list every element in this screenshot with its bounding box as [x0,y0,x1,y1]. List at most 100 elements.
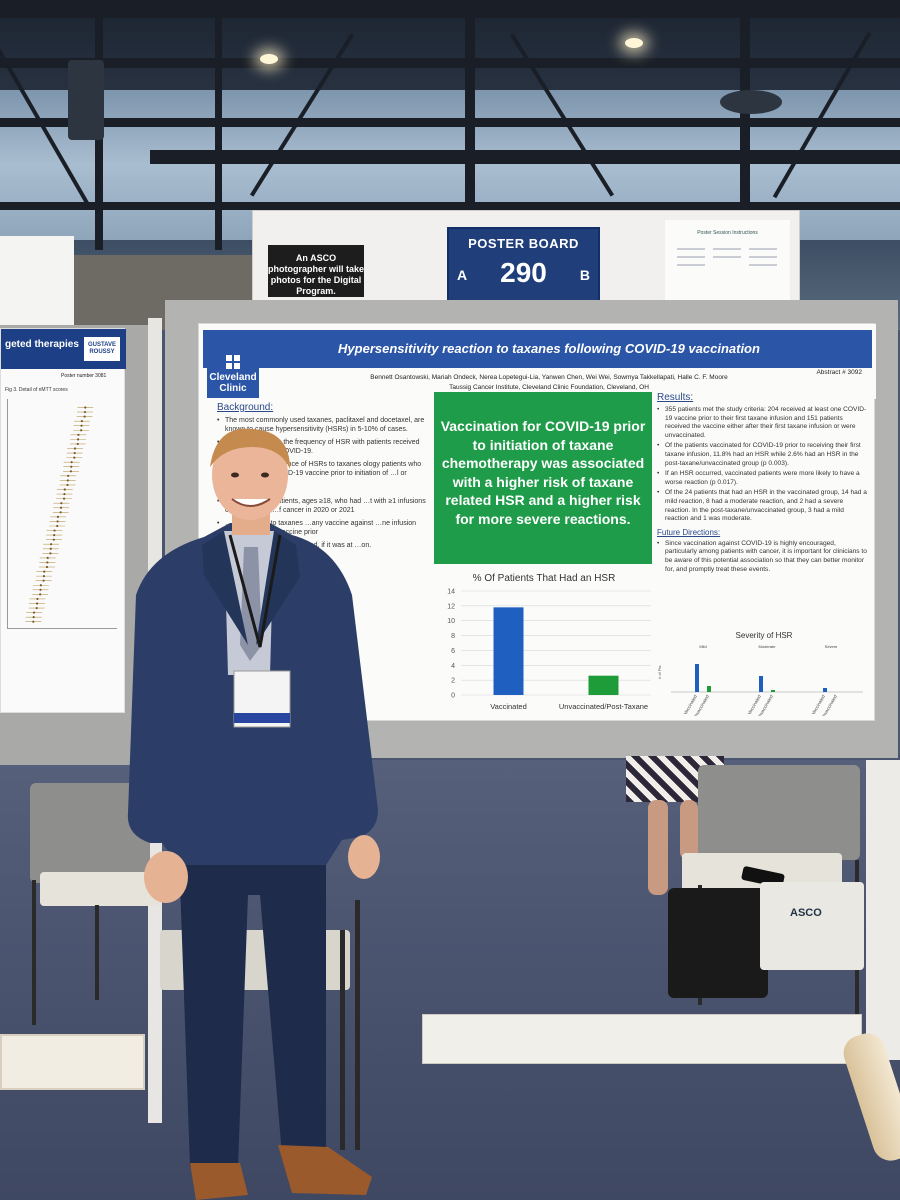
hvac-vent [720,90,782,114]
forest-plot-point [69,470,73,473]
results-heading: Results: [657,392,694,403]
text-line [677,256,705,258]
forest-plot-point [39,593,42,596]
left-header-sign [0,236,74,326]
eye [231,472,239,478]
forest-plot-point [53,534,56,537]
bar-vaccinated [493,607,524,695]
hand [348,835,380,879]
eye [261,472,269,478]
chart-title: % Of Patients That Had an HSR [473,573,616,584]
left-poster: geted therapies GUSTAVE ROUSSY Poster nu… [0,328,126,713]
forest-plot-point [45,565,49,569]
y-tick-label: 6 [451,648,455,655]
forest-plot-point [73,451,76,455]
chair-leg [32,880,36,1025]
shoe [190,1163,248,1200]
ceiling-beam [0,118,900,127]
forest-plot-point [53,529,56,532]
severity-chart-title: Severity of HSR [736,631,793,640]
results-item: Of the 24 patients that had an HSR in th… [657,489,869,523]
forest-plot-point [36,597,39,601]
results-item: 355 patients met the study criteria: 204… [657,406,869,440]
forest-plot-point [42,575,46,578]
forest-plot-point [80,424,83,427]
session-instructions-sheet: Poster Session Instructions [665,220,790,310]
forest-plot-point [49,547,52,550]
key-finding-box: Vaccination for COVID-19 prior to initia… [434,392,652,564]
x-category-label: Vaccinated [490,702,527,711]
instructions-title: Poster Session Instructions [697,230,758,236]
future-directions-item: Since vaccination against COVID-19 is hi… [657,540,869,574]
chair-seat [40,872,160,906]
forest-plot-point [59,506,63,509]
chair-leg [95,905,99,1000]
presenter [127,428,380,1200]
severity-chart-ylabel: # of Pts [657,665,662,679]
forest-plot-point [42,579,45,582]
chair-back [698,765,860,860]
text-line [713,248,741,250]
hsr-percentage-chart: % Of Patients That Had an HSR 0 2 4 6 8 10 12 1… [447,573,651,711]
y-tick-label: 0 [451,693,455,700]
ceiling-beam [0,202,900,210]
badge-stripe [234,713,290,723]
convention-hall-ceiling [0,0,900,330]
forest-plot-point [59,511,62,514]
face [212,430,288,520]
forest-plot-point [39,584,42,587]
lapel [202,531,248,645]
side-a-label: A [457,267,468,283]
text-line [677,264,705,266]
severity-group-label: Mild [699,644,706,649]
clinic-cross-icon [226,355,240,369]
text-line [749,264,777,266]
ceiling-column [465,0,475,220]
attendee-leg [680,800,698,860]
future-directions-heading: Future Directions: [657,527,721,537]
left-poster-forest-plot [7,399,117,629]
right-partition [866,760,900,1060]
clinic-logo-text: Cleveland Clinic [209,372,257,394]
poster-affiliation: Taussig Cancer Institute, Cleveland Clin… [449,384,649,391]
trousers [178,825,326,1167]
forest-plot-point [83,410,87,414]
severity-bar [695,664,699,692]
text-line [749,256,777,258]
background-heading: Background: [217,402,274,413]
forest-plot-point [32,620,35,623]
hvac-duct [68,60,104,140]
forest-plot-point [52,538,55,541]
forest-plot-point [83,415,86,418]
forest-plot-point [60,502,63,505]
forest-plot-point [63,492,66,496]
forest-plot-point [49,552,52,555]
ceiling-beam [0,58,900,68]
forest-plot-point [56,515,60,518]
x-category-label: Unvaccinated/Post-Taxane [559,702,648,711]
text-line [677,248,705,250]
forest-plot-point [32,611,36,614]
ceiling-column [215,0,222,250]
forest-plot-point [77,438,80,441]
forest-plot-point [66,479,69,482]
severity-bar [759,676,763,692]
background-item: The most commonly used taxanes, paclitax… [217,416,427,434]
hsr-severity-chart: Severity of HSR # of Pts Mild Moderate Sev… [657,631,863,716]
ceiling-light [260,54,278,64]
forest-plot-point [70,465,73,468]
tote-bag-text: ASCO [790,907,822,919]
severity-group-label: Moderate [759,644,777,649]
ceiling-beam [0,0,900,18]
photographer-notice: An ASCO photographer will take photos fo… [268,245,364,297]
black-bag [668,888,768,998]
lanyard [228,534,282,648]
forest-plot-point [43,570,46,573]
forest-plot-point [77,433,80,436]
poster-title: Hypersensitivity reaction to taxanes fol… [338,341,760,356]
cardboard-box [0,1034,145,1090]
y-tick-label: 12 [447,603,455,610]
left-poster-title: geted therapies [1,329,126,369]
severity-group-label: Severe [825,644,838,649]
left-poster-figure-caption: Fig 3. Detail of nMTT scores [5,387,68,393]
